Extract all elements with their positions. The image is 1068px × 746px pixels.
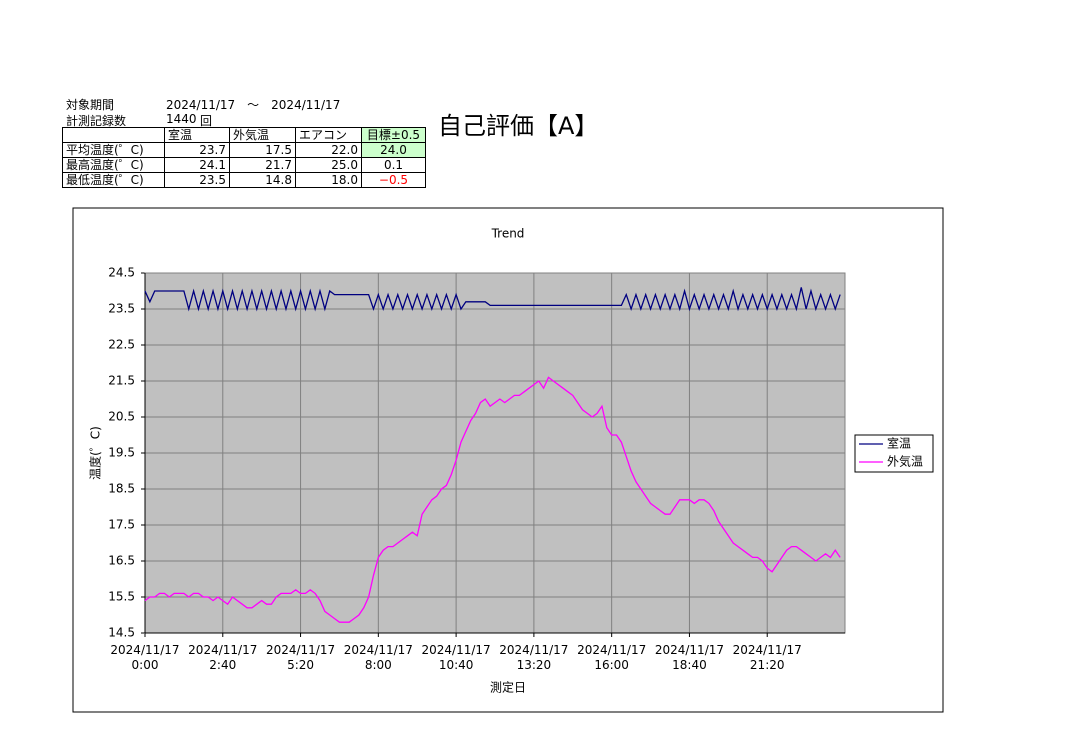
x-tick-label: 2024/11/17 21:20 <box>732 643 802 672</box>
summary-table: 室温 外気温 エアコン 目標±0.5 平均温度(゜C) 23.7 17.5 22.0 24.0 最… <box>62 127 426 188</box>
y-axis-label: 温度(゜C) <box>88 426 103 480</box>
y-tick-label: 22.5 <box>108 338 135 352</box>
legend-label: 室温 <box>887 436 911 451</box>
x-tick-label: 2024/11/17 5:20 <box>265 643 336 672</box>
legend-label: 外気温 <box>887 454 923 469</box>
evaluation: 自己評価【A】 <box>438 112 599 140</box>
x-tick-label: 2024/11/17 10:40 <box>421 643 491 672</box>
table-cell: 18.0 <box>295 172 362 188</box>
table-cell: 23.5 <box>164 172 230 188</box>
count-label: 計測記録数 <box>66 114 127 128</box>
series-line <box>144 287 841 312</box>
y-tick-label: 20.5 <box>108 410 135 424</box>
x-tick-label: 2024/11/17 13:20 <box>499 643 569 672</box>
y-tick-label: 14.5 <box>108 626 135 640</box>
table-row: 室温 外気温 エアコン 目標±0.5 <box>62 127 426 143</box>
y-tick-label: 21.5 <box>108 374 135 388</box>
x-tick-label: 2024/11/17 18:40 <box>654 643 725 672</box>
table-cell: −0.5 <box>361 172 426 188</box>
table-cell: エアコン <box>295 127 362 143</box>
y-tick-label: 24.5 <box>108 266 135 280</box>
y-tick-label: 16.5 <box>108 554 135 568</box>
period-label: 対象期間 <box>66 98 115 112</box>
y-tick-label: 23.5 <box>108 302 135 316</box>
table-cell: 22.0 <box>295 142 362 158</box>
chart-title: Trend <box>491 227 525 241</box>
legend-box <box>854 434 934 473</box>
period: 2024/11/17 ～ 2024/11/17 <box>166 98 341 112</box>
x-axis-label: 測定日 <box>490 680 526 695</box>
y-tick-label: 17.5 <box>108 518 135 532</box>
count-unit: 回 <box>200 114 213 128</box>
y-tick-label: 15.5 <box>108 590 135 604</box>
x-tick-label: 2024/11/17 2:40 <box>188 643 258 672</box>
x-tick-label: 2024/11/17 0:00 <box>110 643 180 672</box>
table-cell: 24.0 <box>361 142 426 158</box>
table-cell: 目標±0.5 <box>361 127 426 143</box>
y-tick-label: 19.5 <box>108 446 135 460</box>
x-tick-label: 2024/11/17 8:00 <box>343 643 413 672</box>
y-tick-label: 18.5 <box>108 482 135 496</box>
table-row: 最低温度(゜C) 23.5 14.8 18.0 −0.5 <box>62 172 426 188</box>
series-line <box>144 376 841 623</box>
x-tick-label: 2024/11/17 16:00 <box>577 643 647 672</box>
count: 1440 <box>166 112 197 126</box>
table-row: 最高温度(゜C) 24.1 21.7 25.0 0.1 <box>62 157 426 173</box>
table-cell: 最低温度(゜C) <box>62 172 165 188</box>
